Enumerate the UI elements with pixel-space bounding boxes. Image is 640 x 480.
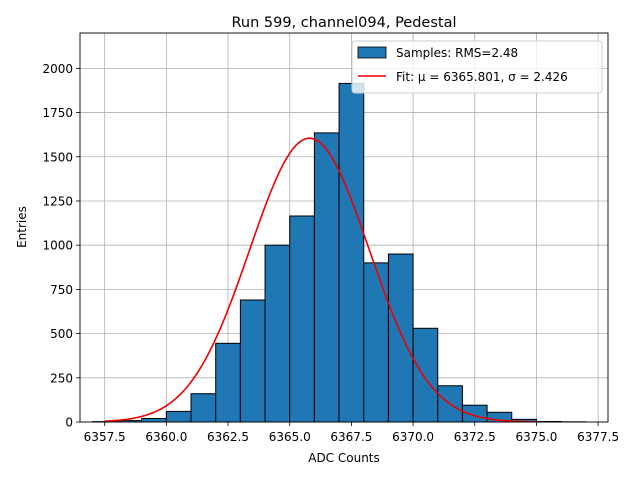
x-tick-label: 6370.0: [392, 430, 434, 444]
y-tick-label: 750: [50, 283, 73, 297]
histogram-bars: [91, 82, 587, 423]
y-axis-label: Entries: [15, 206, 29, 248]
y-tick-label: 500: [50, 327, 73, 341]
histogram-bar: [215, 342, 241, 423]
histogram-bar: [190, 393, 217, 423]
legend-box: [351, 40, 603, 94]
x-tick-label: 6365.0: [269, 430, 311, 444]
x-tick-label: 6372.5: [454, 430, 496, 444]
y-tick-label: 2000: [42, 62, 73, 76]
histogram-bar: [264, 244, 291, 423]
histogram-bar: [141, 417, 167, 423]
x-tick-label: 6367.5: [330, 430, 372, 444]
legend-patch-samples: [357, 46, 387, 59]
legend: Samples: RMS=2.48 Fit: μ = 6365.801, σ =…: [351, 40, 603, 94]
legend-label-fit: Fit: μ = 6365.801, σ = 2.426: [396, 70, 568, 84]
fit-curve: [104, 137, 537, 423]
y-tick-label: 250: [50, 371, 73, 385]
y-tick-label: 1250: [42, 194, 73, 208]
x-axis-ticks: 6357.5 6360.0 6362.5 6365.0 6367.5 6370.0 6372…: [84, 422, 619, 444]
y-tick-label: 1500: [42, 150, 73, 164]
chart-title: Run 599, channel094, Pedestal: [231, 15, 456, 31]
histogram-bar: [313, 132, 340, 423]
histogram-bar: [387, 253, 414, 423]
histogram-bar: [412, 327, 439, 423]
histogram-bar: [363, 262, 389, 423]
legend-label-samples: Samples: RMS=2.48: [396, 46, 518, 60]
y-tick-label: 1000: [42, 239, 73, 253]
histogram-bar: [289, 215, 315, 423]
y-axis-ticks: 0 250 500 750 1000 1250 1500 1750 2000: [42, 62, 80, 430]
x-tick-label: 6375.0: [515, 430, 557, 444]
histogram-bar: [338, 82, 365, 423]
x-tick-label: 6377.5: [577, 430, 619, 444]
x-axis-label: ADC Counts: [308, 451, 380, 465]
histogram-bar: [165, 410, 192, 423]
x-tick-label: 6360.0: [145, 430, 187, 444]
x-tick-label: 6362.5: [207, 430, 249, 444]
y-tick-label: 1750: [42, 106, 73, 120]
histogram-bar: [239, 299, 266, 423]
y-tick-label: 0: [65, 416, 73, 430]
plot-frame: [79, 32, 609, 423]
x-tick-label: 6357.5: [84, 430, 126, 444]
